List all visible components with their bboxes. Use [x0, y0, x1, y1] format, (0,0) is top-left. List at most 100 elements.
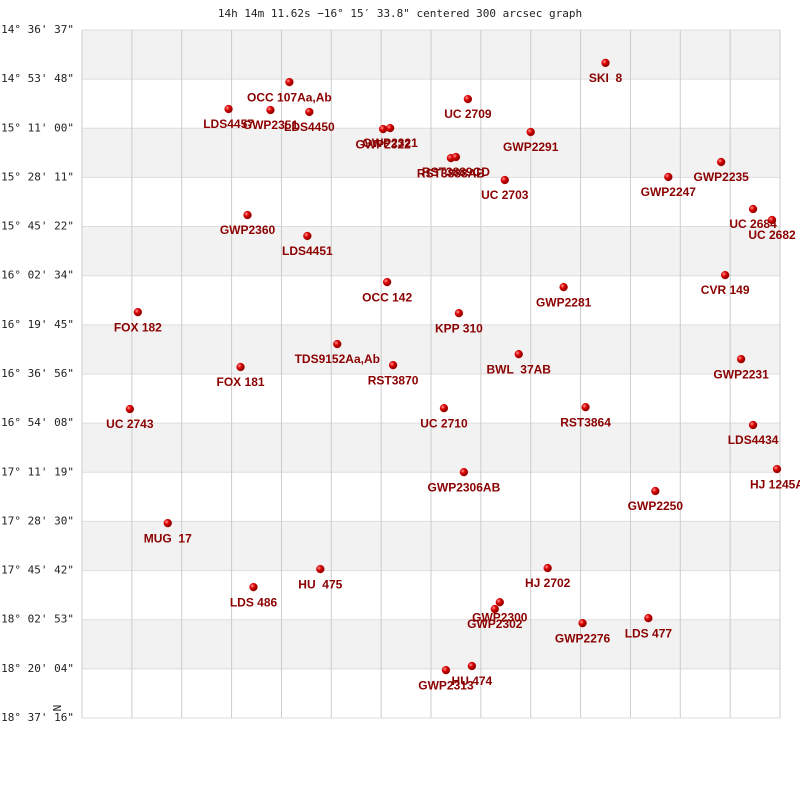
star-label: UC 2709 [444, 107, 492, 121]
star-point [581, 403, 590, 412]
y-tick-label: -17° 45' 42" [0, 564, 74, 577]
star-point [125, 404, 135, 414]
star-point [526, 127, 535, 137]
star-point [243, 210, 252, 220]
star-label: LDS 477 [625, 626, 673, 640]
star-label: UC 2710 [420, 416, 468, 430]
star-label: GWP2300 [472, 610, 528, 624]
star-point [490, 604, 499, 614]
star-label: RST3888AB [417, 166, 485, 180]
star-point [651, 486, 660, 496]
star-label: LDS 486 [230, 595, 278, 609]
star-label: GWP2322 [355, 137, 411, 151]
star-point [717, 157, 726, 167]
star-label: OCC 142 [362, 290, 412, 304]
star-point [459, 468, 469, 477]
star-label: SKI 8 [589, 71, 623, 85]
star-label: GWP2281 [536, 295, 592, 309]
star-label: HU 475 [298, 577, 342, 591]
star-point [285, 77, 294, 87]
star-point [382, 277, 392, 287]
star-label: GWP2351 [243, 118, 299, 132]
y-tick-label: -15° 45' 22" [0, 220, 74, 233]
star-label: GWP2231 [713, 367, 769, 381]
star-point [333, 339, 342, 349]
star-label: HJ 1245A [750, 477, 800, 491]
star-point [133, 307, 142, 317]
star-label: LDS4434 [728, 433, 779, 447]
star-point [454, 309, 464, 318]
y-tick-label: -18° 20' 04" [0, 662, 74, 675]
y-tick-label: -15° 11' 00" [0, 121, 74, 134]
star-label: RST3889CD [422, 165, 490, 179]
star-point [578, 618, 587, 628]
star-point [224, 104, 233, 114]
star-point [451, 152, 461, 162]
star-label: GWP2313 [418, 678, 474, 692]
star-point [543, 563, 552, 573]
star-point [236, 362, 245, 372]
star-label: GWP2321 [362, 136, 418, 150]
star-label: GWP2235 [693, 170, 749, 184]
star-point [163, 518, 172, 528]
star-label: CVR 149 [701, 283, 750, 297]
star-label: TDS9152Aa,Ab [295, 352, 380, 366]
star-point [266, 105, 275, 115]
star-point [664, 172, 673, 182]
star-label: MUG 17 [144, 531, 192, 545]
y-tick-label: -16° 36' 56" [0, 367, 74, 380]
star-label: LDS4451 [282, 244, 333, 258]
y-tick-label: -17° 11' 19" [0, 465, 74, 478]
star-point [644, 613, 653, 623]
star-label: GWP2276 [555, 631, 611, 645]
star-label: RST3864 [560, 415, 611, 429]
star-point [467, 661, 477, 671]
star-point [303, 231, 312, 241]
star-label: HJ 2702 [525, 576, 571, 590]
star-label: LDS4450 [284, 120, 335, 134]
y-tick-label: -16° 19' 45" [0, 318, 74, 331]
y-tick-label: -14° 53' 48" [0, 72, 74, 85]
north-label: N [51, 705, 64, 712]
star-point [305, 107, 314, 117]
star-point [378, 124, 388, 134]
star-label: UC 2684 [729, 217, 777, 231]
y-tick-label: -18° 02' 53" [0, 613, 74, 626]
y-tick-label: -15° 28' 11" [0, 170, 74, 183]
star-label: GWP2360 [220, 223, 276, 237]
chart-title: 14h 14m 11.62s −16° 15′ 33.8" centered 3… [218, 7, 582, 20]
star-label: GWP2291 [503, 140, 559, 154]
star-point [441, 665, 451, 675]
star-point [748, 420, 758, 430]
star-label: UC 2703 [481, 188, 529, 202]
star-point [388, 360, 398, 370]
star-label: LDS4457 [203, 117, 254, 131]
y-tick-label: -14° 36' 37" [0, 23, 74, 36]
star-point [748, 204, 758, 214]
star-label: FOX 181 [217, 375, 265, 389]
star-point [500, 175, 509, 185]
y-tick-label: -18° 37' 16" [0, 711, 74, 724]
star-point [514, 350, 523, 359]
star-label: HU 474 [452, 674, 493, 688]
star-label: RST3870 [368, 373, 419, 387]
star-point [772, 464, 782, 474]
star-label: GWP2306AB [428, 480, 501, 494]
star-point [316, 564, 325, 574]
star-label: GWP2302 [467, 617, 523, 631]
star-point [463, 94, 473, 104]
star-point [767, 215, 777, 225]
star-point [721, 270, 730, 280]
star-label: KPP 310 [435, 321, 483, 335]
star-label: FOX 182 [114, 320, 162, 334]
star-point [249, 582, 258, 592]
star-label: BWL 37AB [487, 362, 552, 376]
star-point [385, 123, 395, 133]
star-point [559, 282, 568, 292]
star-point [736, 354, 746, 364]
y-tick-label: -16° 54' 08" [0, 416, 74, 429]
y-tick-label: -16° 02' 34" [0, 269, 74, 282]
star-point [601, 58, 610, 68]
star-label: OCC 107Aa,Ab [247, 90, 332, 104]
